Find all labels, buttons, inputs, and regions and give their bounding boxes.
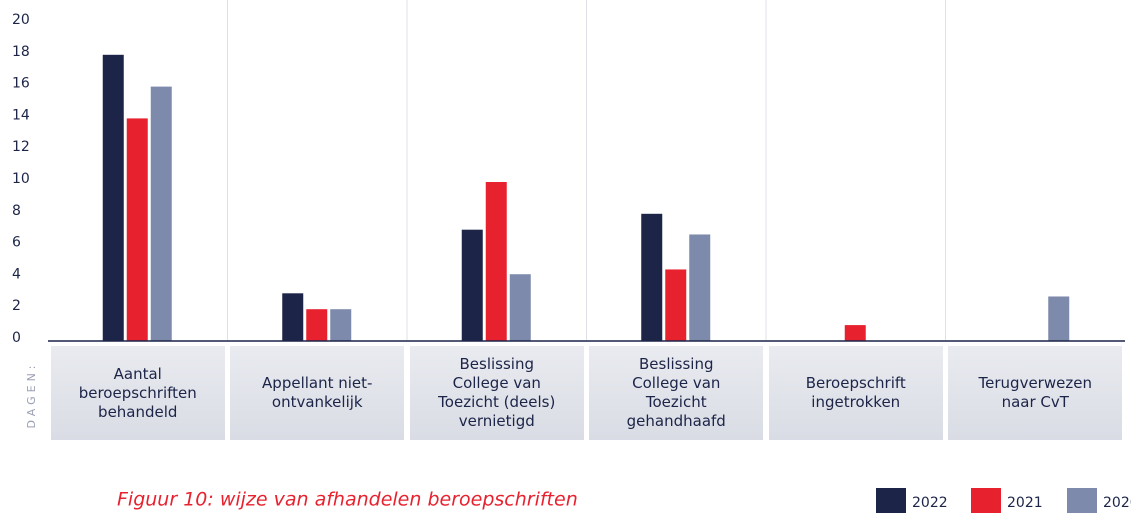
y-tick-label: 4 [12, 266, 21, 282]
bar [641, 213, 663, 341]
bar [461, 229, 483, 341]
legend-label: 2021 [1007, 495, 1043, 511]
category-label: Beslissing College van Toezicht (deels) … [409, 346, 584, 440]
bar [306, 309, 328, 341]
y-tick-label: 0 [12, 330, 21, 346]
bar [1048, 296, 1070, 341]
bar [665, 269, 687, 341]
bar [689, 234, 711, 341]
y-tick-label: 8 [12, 203, 21, 219]
legend-swatch [876, 488, 906, 513]
y-tick-label: 20 [12, 12, 30, 28]
category-label: Beslissing College van Toezicht gehandha… [589, 346, 764, 440]
y-axis-label: DAGEN: [25, 361, 38, 428]
y-tick-label: 10 [12, 171, 30, 187]
bar [150, 86, 172, 341]
category-label: Appellant niet-ontvankelijk [230, 346, 405, 440]
y-tick-label: 14 [12, 107, 30, 123]
legend-swatch [1067, 488, 1097, 513]
category-label: Aantal beroepschriften behandeld [50, 346, 225, 440]
y-tick-label: 6 [12, 235, 21, 251]
y-tick-label: 16 [12, 76, 30, 92]
bar [282, 293, 304, 341]
y-tick-label: 2 [12, 298, 21, 314]
bar [126, 118, 148, 342]
bar [509, 274, 531, 341]
bar [844, 325, 866, 341]
bar [485, 182, 507, 341]
y-tick-label: 12 [12, 139, 30, 155]
bar [102, 54, 124, 342]
bar [330, 309, 352, 341]
legend-label: 2022 [912, 495, 948, 511]
caption: Figuur 10: wijze van afhandelen beroepsc… [117, 489, 578, 511]
y-tick-label: 18 [12, 44, 30, 60]
legend-swatch [971, 488, 1001, 513]
category-label: Beroepschrift ingetrokken [768, 346, 943, 440]
category-label: Terugverwezen naar CvT [948, 346, 1123, 440]
